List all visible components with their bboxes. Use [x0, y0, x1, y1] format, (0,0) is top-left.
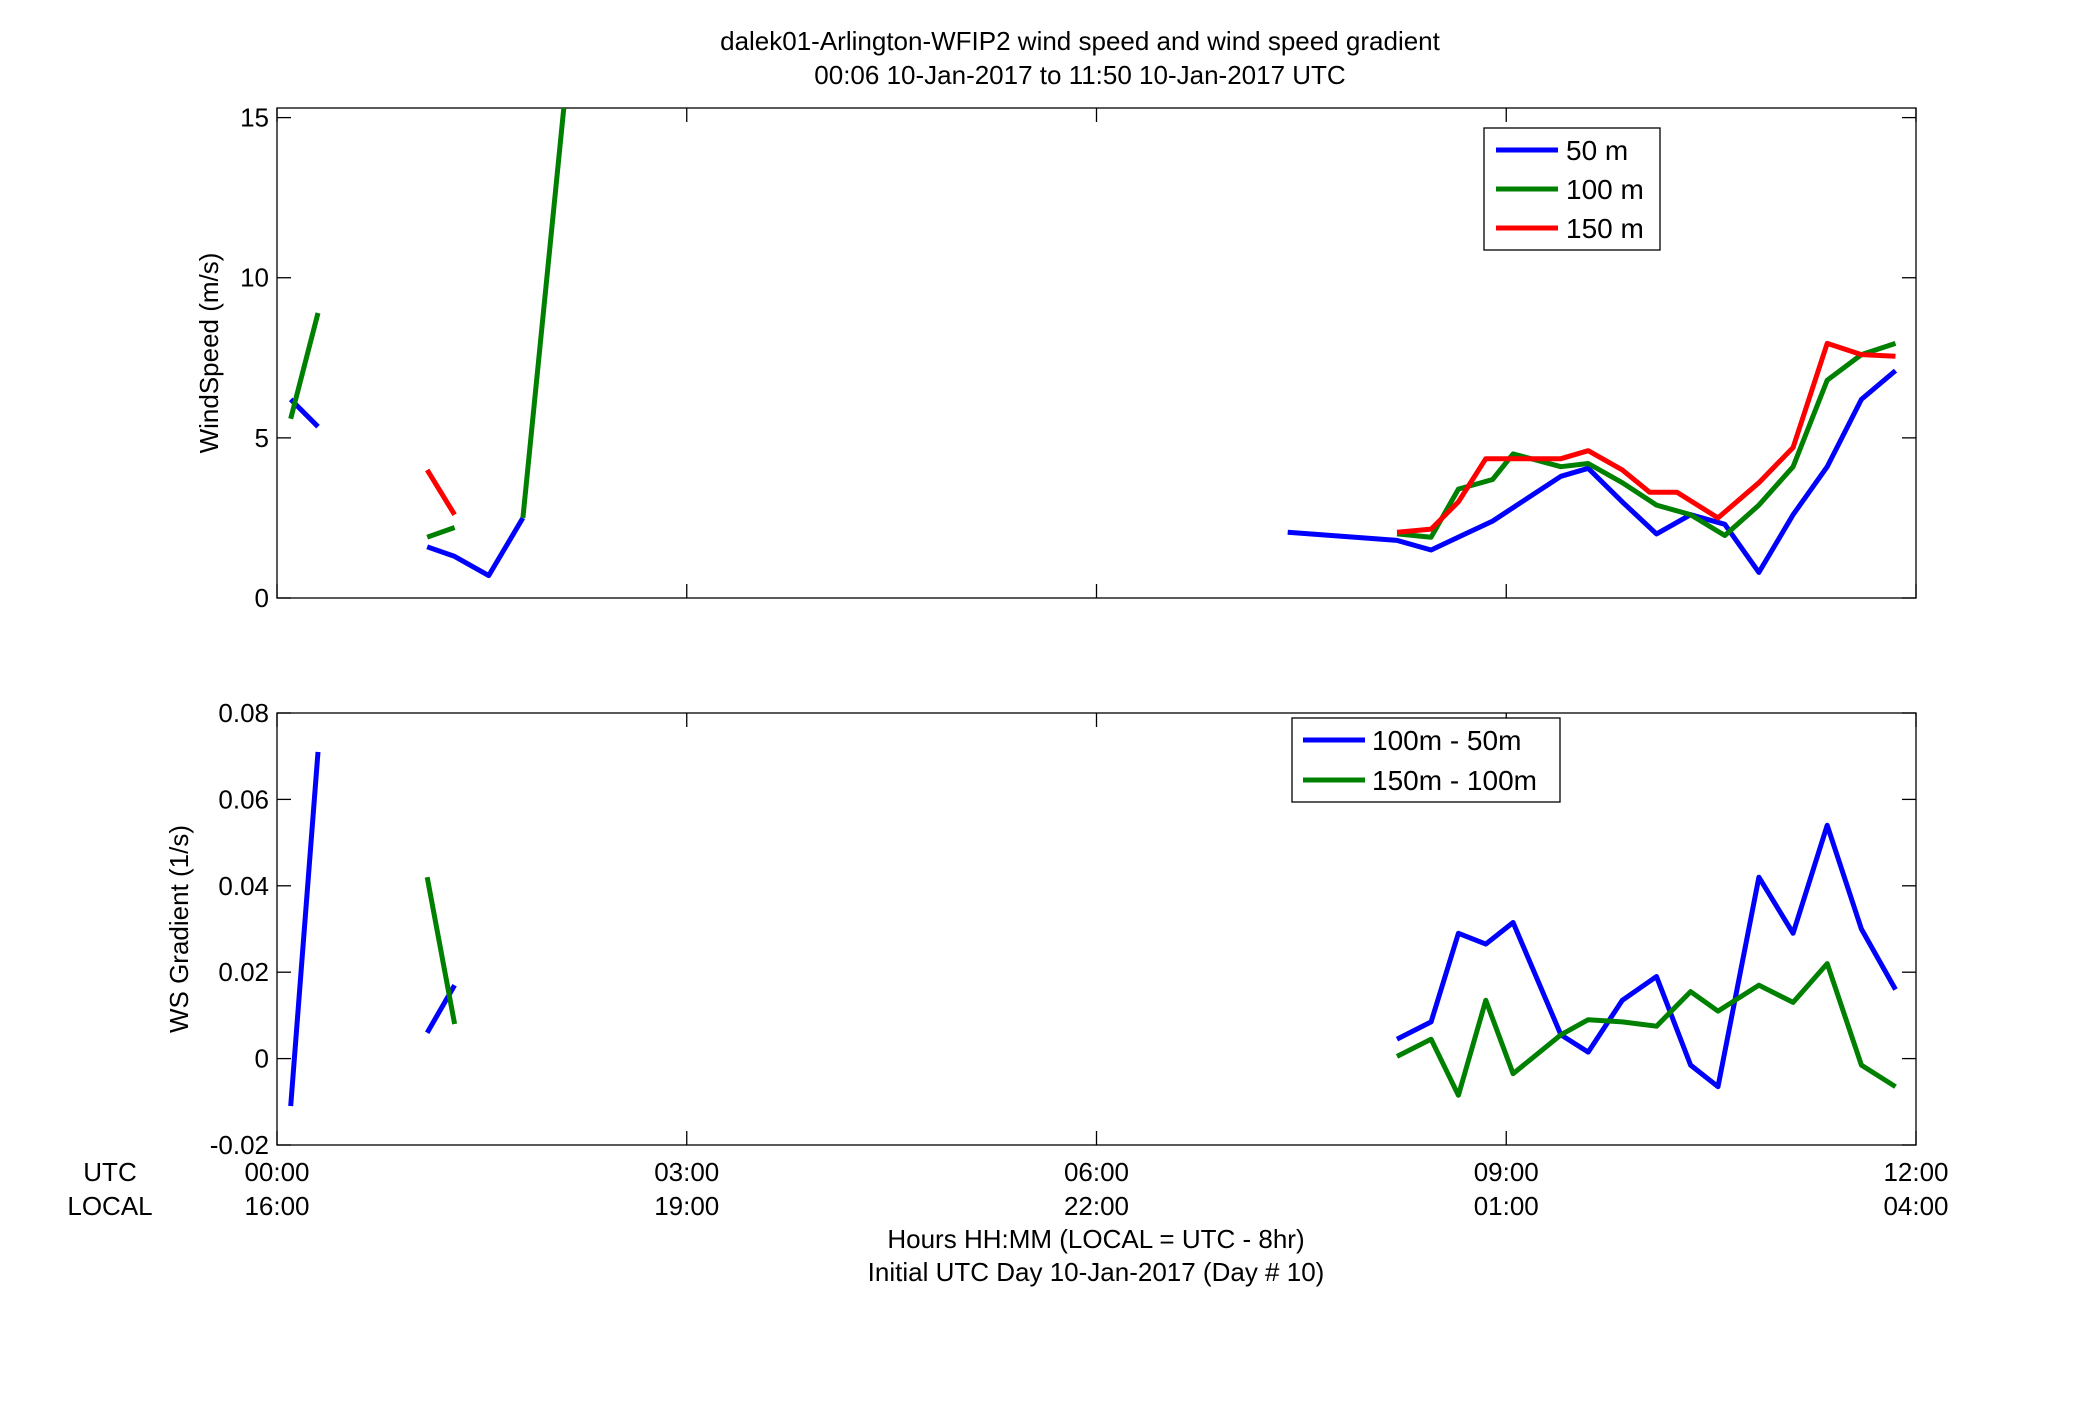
- x-axis-sublabel: Initial UTC Day 10-Jan-2017 (Day # 10): [868, 1257, 1325, 1287]
- x-local-tick-label: 01:00: [1474, 1191, 1539, 1221]
- windspeed-ytick-label: 5: [255, 423, 269, 453]
- gradient-ytick-label: 0.04: [218, 871, 269, 901]
- windspeed-series-line: [426, 516, 526, 579]
- windspeed-ylabel: WindSpeed (m/s): [194, 253, 224, 454]
- windspeed-series-line: [1396, 341, 1897, 540]
- x-utc-tick-label: 00:00: [244, 1157, 309, 1187]
- legend-label-100m-50m: 100m - 50m: [1372, 725, 1521, 756]
- windspeed-ytick-label: 10: [240, 263, 269, 293]
- x-axis-label: Hours HH:MM (LOCAL = UTC - 8hr): [887, 1224, 1304, 1254]
- gradient-series-line: [1395, 961, 1897, 1098]
- windspeed-series-line: [1396, 340, 1896, 535]
- gradient-series-line: [288, 751, 321, 1107]
- windspeed-series-line: [425, 468, 457, 517]
- gradient-series-line: [424, 876, 458, 1025]
- windspeed-series-line: [520, 107, 567, 519]
- legend-label-150m-100m: 150m - 100m: [1372, 765, 1537, 796]
- x-utc-tick-label: 12:00: [1883, 1157, 1948, 1187]
- chart-subtitle: 00:06 10-Jan-2017 to 11:50 10-Jan-2017 U…: [814, 60, 1345, 90]
- windspeed-panel: 0 5 10 15 WindSpeed (m/s) 50 m 100 m 150 m: [194, 103, 1917, 613]
- x-local-tick-label: 19:00: [654, 1191, 719, 1221]
- x-utc-tick-label: 09:00: [1474, 1157, 1539, 1187]
- x-local-tick-label: 16:00: [244, 1191, 309, 1221]
- windspeed-ytick-label: 15: [240, 103, 269, 133]
- x-local-tick-label: 04:00: [1883, 1191, 1948, 1221]
- windspeed-series-lines: [288, 107, 1898, 579]
- legend-label-150m: 150 m: [1566, 213, 1644, 244]
- gradient-series-lines: [288, 751, 1898, 1107]
- x-utc-tick-label: 03:00: [654, 1157, 719, 1187]
- gradient-series-line: [1395, 822, 1898, 1090]
- x-utc-tick-label: 06:00: [1064, 1157, 1129, 1187]
- utc-row-label: UTC: [83, 1157, 136, 1187]
- windspeed-series-line: [288, 312, 321, 420]
- gradient-legend-box: [1291, 717, 1561, 803]
- windspeed-ytick-label: 0: [255, 583, 269, 613]
- windspeed-series-line: [1287, 368, 1898, 575]
- gradient-ytick-label: -0.02: [210, 1130, 269, 1160]
- x-tick-labels: 00:00 16:00 03:00 19:00 06:00 22:00 09:00 01:00…: [244, 1157, 1948, 1221]
- gradient-ytick-label: 0.06: [218, 784, 269, 814]
- legend-label-50m: 50 m: [1566, 135, 1628, 166]
- local-row-label: LOCAL: [67, 1191, 152, 1221]
- gradient-ytick-label: 0: [255, 1044, 269, 1074]
- windspeed-series-line: [426, 525, 456, 540]
- gradient-panel: -0.02 0 0.02 0.04 0.06 0.08 WS Gradient (1/s)…: [164, 698, 1917, 1160]
- windspeed-ticks: 0 5 10 15: [240, 103, 1917, 613]
- gradient-ytick-label: 0.08: [218, 698, 269, 728]
- chart-title: dalek01-Arlington-WFIP2 wind speed and w…: [720, 26, 1441, 56]
- gradient-ylabel: WS Gradient (1/s): [164, 825, 194, 1033]
- gradient-ytick-label: 0.02: [218, 957, 269, 987]
- x-local-tick-label: 22:00: [1064, 1191, 1129, 1221]
- windspeed-legend: 50 m 100 m 150 m: [1483, 127, 1661, 251]
- legend-label-100m: 100 m: [1566, 174, 1644, 205]
- gradient-legend: 100m - 50m 150m - 100m: [1291, 717, 1561, 803]
- gradient-ticks: -0.02 0 0.02 0.04 0.06 0.08: [210, 698, 1917, 1160]
